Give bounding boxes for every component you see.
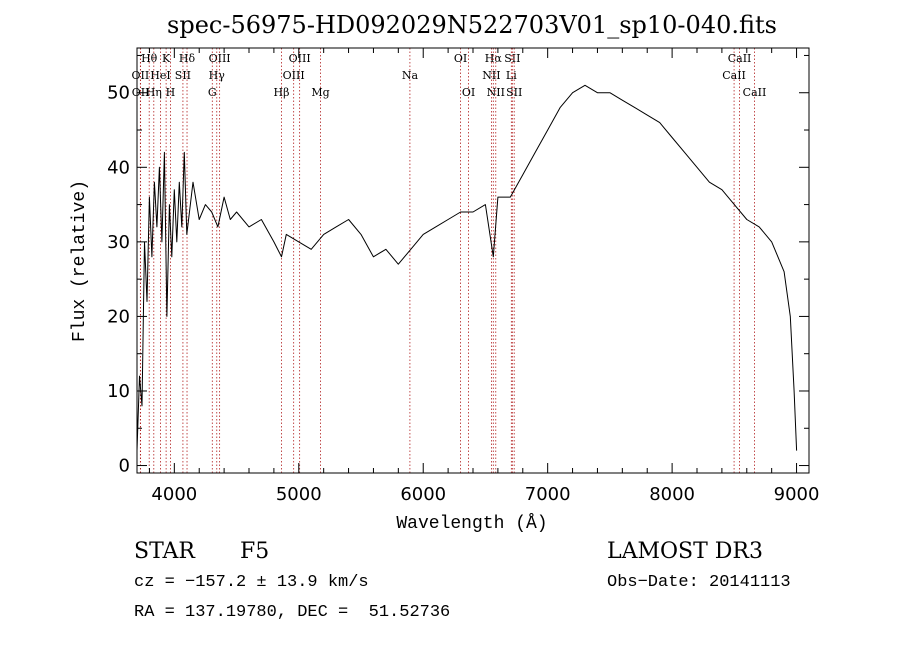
line-marker-label: CaII bbox=[743, 86, 767, 99]
y-tick-label: 30 bbox=[107, 232, 130, 253]
line-marker-label: Hα bbox=[485, 52, 503, 65]
line-marker-label: SII bbox=[504, 52, 520, 65]
line-marker-label: Mg bbox=[311, 86, 329, 99]
line-marker-label: Hγ bbox=[209, 69, 226, 82]
line-marker-label: Hβ bbox=[274, 86, 290, 99]
y-tick-label: 40 bbox=[107, 157, 130, 178]
spectrum-series bbox=[136, 84, 798, 451]
line-marker-label: OIII bbox=[283, 69, 305, 82]
y-tick-label: 20 bbox=[107, 306, 130, 327]
line-marker-label: OII bbox=[132, 69, 150, 82]
line-marker-label: OIII bbox=[209, 52, 231, 65]
line-marker-label: G bbox=[208, 86, 217, 99]
axes: 4000 5000 6000 7000 8000 9000 0 10 20 30 40 50 bbox=[107, 48, 819, 505]
coordinates: RA = 137.19780, DEC = 51.52736 bbox=[134, 603, 451, 622]
series-line-0 bbox=[136, 84, 798, 451]
line-marker-label: SII bbox=[506, 86, 522, 99]
line-marker-label: Hθ bbox=[141, 52, 158, 65]
x-tick-label: 9000 bbox=[774, 484, 820, 505]
y-tick-label: 0 bbox=[119, 456, 130, 477]
observation-date: Obs−Date: 20141113 bbox=[607, 573, 791, 592]
x-tick-label: 5000 bbox=[276, 484, 322, 505]
line-marker-label: Hη bbox=[146, 86, 162, 99]
x-tick-label: 4000 bbox=[151, 484, 197, 505]
y-axis-label: Flux (relative) bbox=[70, 180, 90, 342]
plot-frame bbox=[136, 47, 810, 474]
line-marker-label: K bbox=[162, 52, 171, 65]
spectrum-chart: spec-56975-HD092029N522703V01_sp10-040.f… bbox=[70, 11, 819, 534]
x-tick-label: 6000 bbox=[400, 484, 446, 505]
x-tick-label: 8000 bbox=[649, 484, 695, 505]
x-axis-label: Wavelength (Å) bbox=[396, 513, 547, 534]
line-marker-label: HeI bbox=[150, 69, 170, 82]
line-marker-label: Li bbox=[506, 69, 517, 82]
line-marker-label: OI bbox=[462, 86, 475, 99]
chart-title: spec-56975-HD092029N522703V01_sp10-040.f… bbox=[167, 11, 777, 39]
line-marker-label: OIII bbox=[289, 52, 311, 65]
object-subclass: F5 bbox=[240, 539, 270, 564]
line-marker-label: CaII bbox=[728, 52, 752, 65]
object-class: STAR bbox=[134, 539, 195, 564]
y-tick-label: 50 bbox=[107, 83, 130, 104]
line-marker-label: OI bbox=[454, 52, 467, 65]
line-marker-label: CaII bbox=[722, 69, 746, 82]
line-marker-label: SII bbox=[175, 69, 191, 82]
y-tick-label: 10 bbox=[107, 381, 130, 402]
line-marker-label: NII bbox=[482, 69, 500, 82]
survey-name: LAMOST DR3 bbox=[607, 539, 763, 564]
line-marker-label: Na bbox=[402, 69, 419, 82]
x-tick-label: 7000 bbox=[525, 484, 571, 505]
line-marker-label: H bbox=[166, 86, 176, 99]
redshift-cz: cz = −157.2 ± 13.9 km/s bbox=[134, 573, 369, 592]
line-marker-label: NII bbox=[487, 86, 505, 99]
line-marker-label: Hδ bbox=[179, 52, 196, 65]
